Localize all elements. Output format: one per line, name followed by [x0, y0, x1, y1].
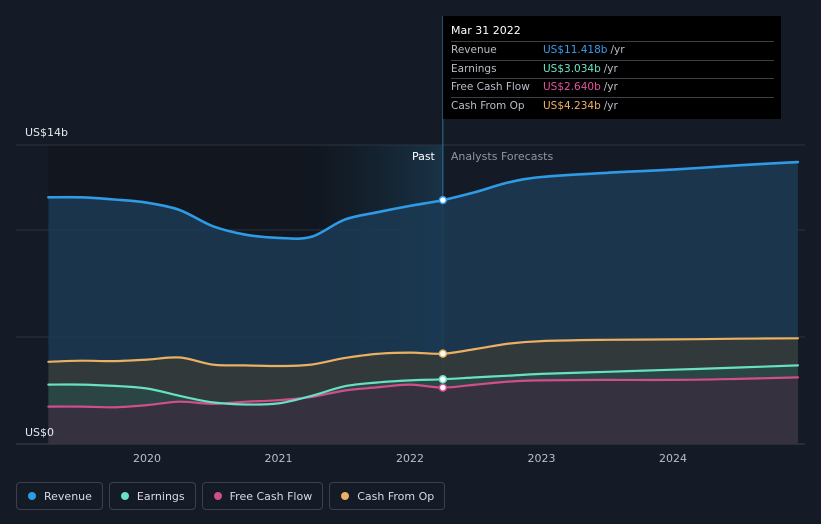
legend-item-earnings[interactable]: Earnings [108, 482, 196, 510]
series-line-earnings [47, 364, 799, 406]
legend-item-fcf[interactable]: Free Cash Flow [201, 482, 324, 510]
x-tick-label: 2020 [133, 452, 161, 465]
legend-dot-icon [341, 492, 350, 500]
marker-cfo [438, 349, 448, 358]
marker-earnings [438, 375, 448, 384]
area-fcf [48, 377, 798, 444]
legend-item-revenue[interactable]: Revenue [16, 482, 103, 510]
marker-revenue [438, 195, 448, 205]
x-tick-label: 2023 [528, 452, 556, 465]
tooltip-row-value: US$4.234b [543, 99, 601, 112]
legend-dot-icon [28, 492, 36, 500]
tooltip-row-unit: /yr [603, 81, 618, 93]
legend-item-cfo[interactable]: Cash From Op [329, 482, 446, 510]
tooltip-row-free-cash-flow: Free Cash Flow US$2.640b/yr [451, 78, 774, 97]
tooltip-row-value: US$2.640b [543, 81, 601, 93]
highlight-markers [438, 195, 448, 392]
x-tick-label: 2022 [396, 452, 424, 465]
series-line-fcf [47, 376, 799, 409]
tooltip-row-value: US$3.034b [543, 62, 601, 75]
tooltip-row-cash-from-op: Cash From Op US$4.234b/yr [451, 96, 774, 116]
series-lines [47, 160, 800, 409]
legend-label: Earnings [136, 489, 185, 503]
legend: Revenue Earnings Free Cash Flow Cash From O… [16, 482, 446, 510]
marker-fcf [438, 383, 448, 392]
tooltip-row-revenue: Revenue US$11.418b/yr [451, 41, 774, 60]
forecast-label: Analysts Forecasts [451, 150, 554, 163]
x-tick-label: 2024 [659, 452, 687, 465]
tooltip-date: Mar 31 2022 [451, 24, 521, 37]
hover-tooltip: Mar 31 2022 Revenue US$11.418b/yr Earnings… [443, 16, 781, 119]
legend-dot-icon [120, 492, 129, 500]
series-line-cfo [47, 337, 799, 368]
tooltip-row-label: Earnings [451, 62, 497, 75]
tooltip-row-unit: /yr [610, 44, 625, 56]
legend-label: Cash From Op [357, 489, 435, 503]
legend-label: Free Cash Flow [229, 489, 313, 503]
y-axis-top-label: US$14b [25, 126, 68, 139]
tooltip-row-unit: /yr [603, 62, 618, 75]
tooltip-row-value: US$11.418b [543, 44, 608, 56]
y-axis-bottom-label: US$0 [25, 426, 54, 439]
x-tick-label: 2021 [265, 452, 293, 465]
past-label: Past [412, 150, 436, 163]
legend-label: Revenue [44, 489, 92, 503]
tooltip-row-label: Free Cash Flow [451, 81, 530, 93]
tooltip-row-label: Cash From Op [451, 99, 525, 112]
axis-labels: US$14b US$0 Past Analysts Forecasts 2020 2021… [25, 126, 687, 465]
tooltip-row-label: Revenue [451, 44, 497, 56]
tooltip-row-unit: /yr [603, 99, 618, 112]
series-line-revenue [47, 160, 800, 240]
tooltip-row-earnings: Earnings US$3.034b/yr [451, 59, 774, 79]
legend-dot-icon [213, 492, 222, 500]
series-areas [48, 162, 798, 444]
